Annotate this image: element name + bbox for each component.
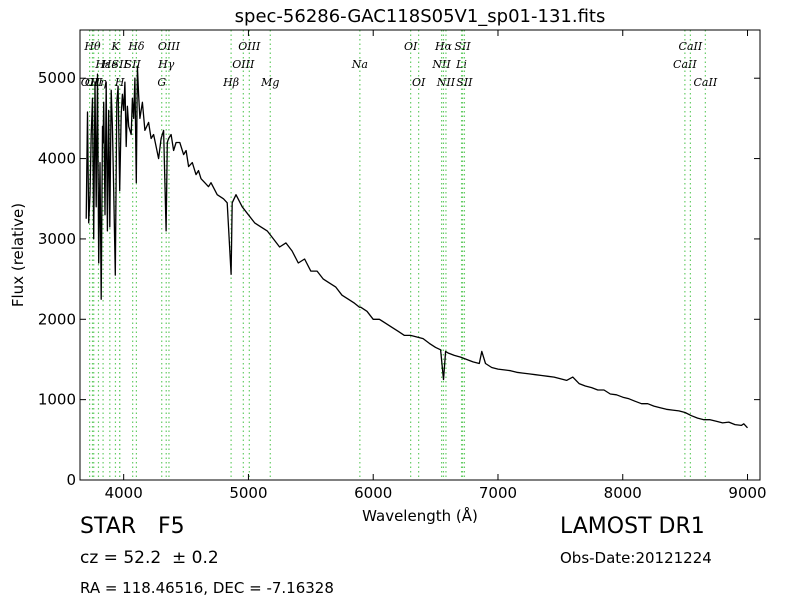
spectral-line-label: SII <box>112 58 129 71</box>
x-axis-label: Wavelength (Å) <box>362 506 478 525</box>
spectral-line-label: OIII <box>232 58 255 71</box>
x-tick-label: 5000 <box>229 484 267 502</box>
y-tick-label: 3000 <box>38 230 76 248</box>
y-axis-label: Flux (relative) <box>9 203 27 307</box>
observation-date: Obs-Date:20121224 <box>560 549 712 567</box>
spectral-line-label: Hθ <box>83 40 101 53</box>
redshift-label: cz = 52.2 ± 0.2 <box>80 548 219 568</box>
y-tick-label: 5000 <box>38 69 76 87</box>
x-tick-label: 6000 <box>354 484 392 502</box>
object-class: STAR <box>80 514 137 539</box>
spectral-line-label: OII <box>85 76 103 89</box>
spectral-line-label: NII <box>431 58 451 71</box>
spectral-line-label: SII <box>456 76 473 89</box>
spectral-line-label: Na <box>351 58 368 71</box>
spectral-line-label: Hε <box>94 58 111 71</box>
spectral-line-label: Hδ <box>127 40 145 53</box>
spectral-line-label: OIII <box>238 40 261 53</box>
spectral-line-label: OI <box>412 76 426 89</box>
y-tick-label: 2000 <box>38 310 76 328</box>
spectral-line-label: K <box>110 40 120 53</box>
spectral-line-label: CaII <box>673 58 697 71</box>
x-tick-label: 9000 <box>728 484 766 502</box>
spectral-line-label: SII <box>125 58 142 71</box>
spectral-line-label: Hγ <box>157 58 175 71</box>
spectrum-line <box>85 65 748 429</box>
object-subclass: F5 <box>158 514 185 539</box>
spectral-line-label: Hβ <box>222 76 239 89</box>
x-tick-label: 4000 <box>105 484 143 502</box>
spectral-line-label: Mg <box>260 76 279 89</box>
spectral-line-label: Li <box>455 58 467 71</box>
y-tick-label: 4000 <box>38 150 76 168</box>
spectral-line-label: NII <box>436 76 456 89</box>
y-tick-label: 0 <box>66 471 76 489</box>
plot-frame <box>79 29 761 481</box>
spectral-line-label: OI <box>404 40 418 53</box>
x-tick-label: 8000 <box>604 484 642 502</box>
spectral-line-label: He <box>101 58 119 71</box>
coordinates: RA = 118.46516, DEC = -7.16328 <box>80 579 334 597</box>
spectral-line-label: CaII <box>679 40 703 53</box>
chart-title: spec-56286-GAC118S05V1_sp01-131.fits <box>235 6 606 27</box>
y-tick-label: 1000 <box>38 391 76 409</box>
spectral-line-label: OIII <box>158 40 181 53</box>
spectral-line-label: H <box>114 76 125 89</box>
survey-name: LAMOST DR1 <box>560 514 705 539</box>
spectral-line-label: G <box>157 76 166 89</box>
spectral-line-label: Hα <box>434 40 453 53</box>
x-tick-label: 7000 <box>479 484 517 502</box>
spectral-line-label: SII <box>454 40 471 53</box>
spectral-line-label: CaII <box>694 76 718 89</box>
